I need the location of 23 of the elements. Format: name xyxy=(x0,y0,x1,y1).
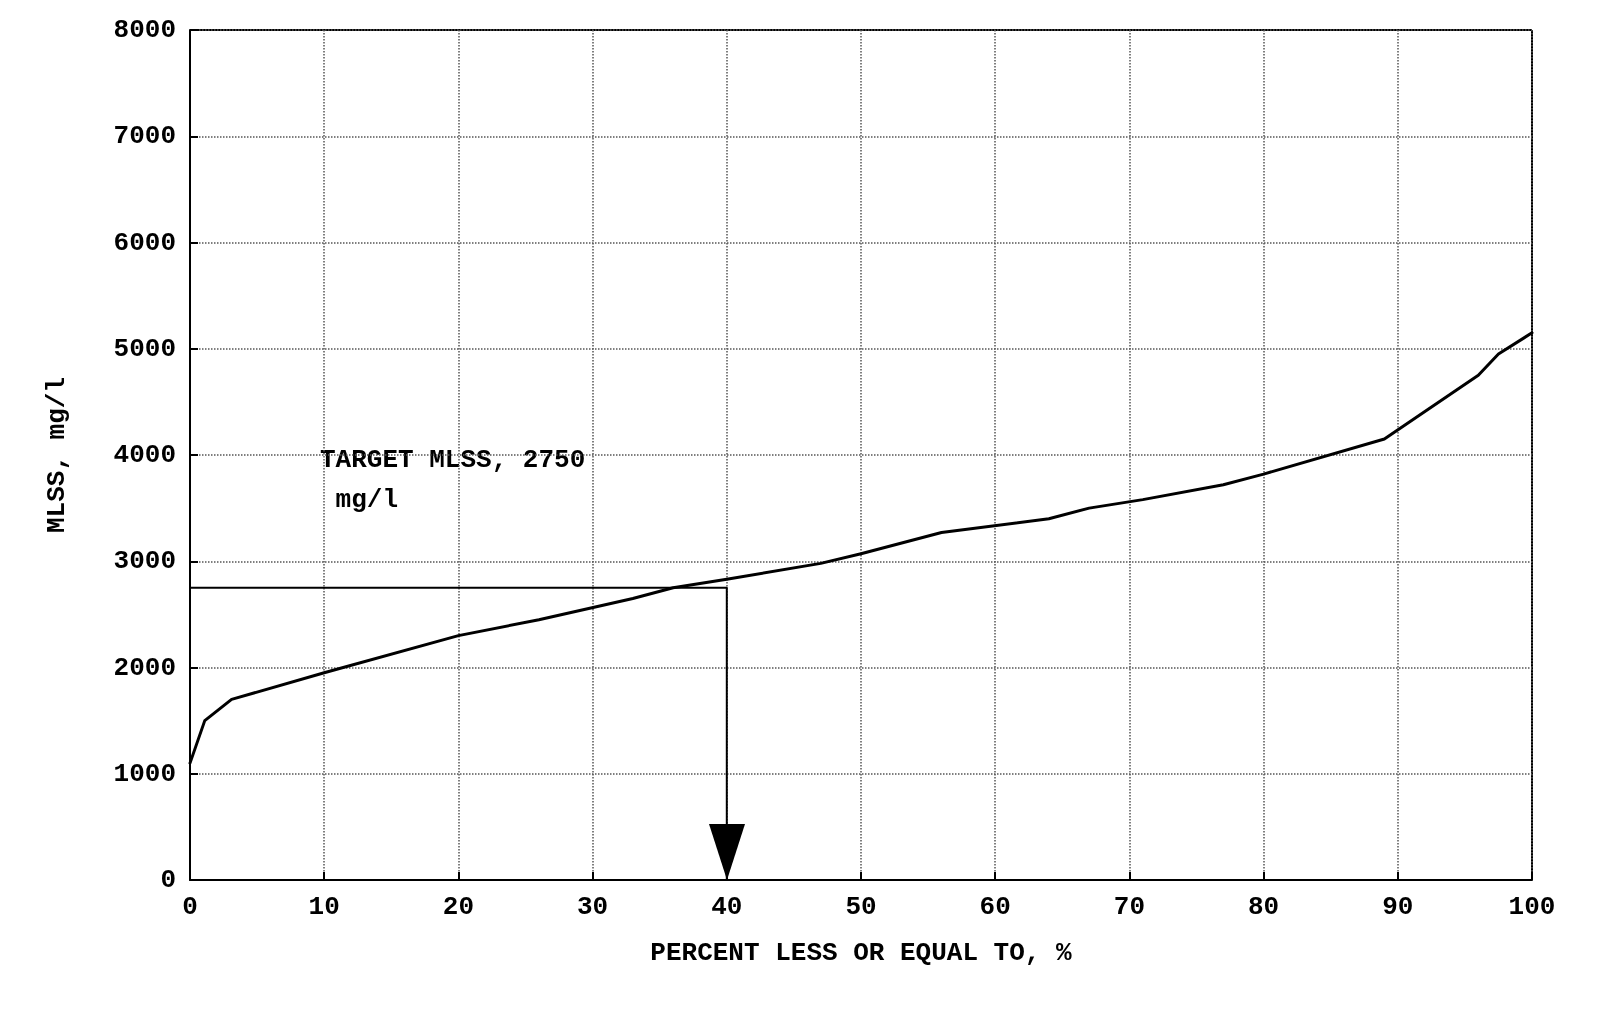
y-tick-label: 0 xyxy=(160,865,176,895)
y-tick-label: 3000 xyxy=(113,546,176,577)
y-axis-title: MLSS, mg/l xyxy=(42,376,72,534)
x-tick-label: 30 xyxy=(576,892,609,922)
x-tick-label: 100 xyxy=(1508,892,1556,922)
y-tick-label: 5000 xyxy=(113,333,176,364)
x-tick-label: 70 xyxy=(1113,892,1146,922)
x-tick-label: 90 xyxy=(1382,892,1414,922)
annotation: TARGET MLSS, 2750 mg/l xyxy=(320,445,586,515)
y-tick-label: 1000 xyxy=(113,758,176,789)
x-tick-label: 60 xyxy=(979,892,1011,922)
x-tick-label: 10 xyxy=(308,892,340,922)
x-tick-label: 80 xyxy=(1247,892,1280,922)
y-tick-label: 2000 xyxy=(113,652,176,683)
x-tick-label: 20 xyxy=(442,892,475,922)
x-tick-label: 0 xyxy=(182,892,198,922)
y-tick-label: 6000 xyxy=(113,227,176,258)
x-tick-label: 40 xyxy=(711,892,743,922)
y-tick-label: 4000 xyxy=(113,440,176,470)
y-tick-label: 8000 xyxy=(113,15,176,45)
x-axis-title: PERCENT LESS OR EQUAL TO, % xyxy=(650,938,1073,968)
x-tick-label: 50 xyxy=(845,892,877,922)
y-tick-label: 7000 xyxy=(113,121,176,152)
